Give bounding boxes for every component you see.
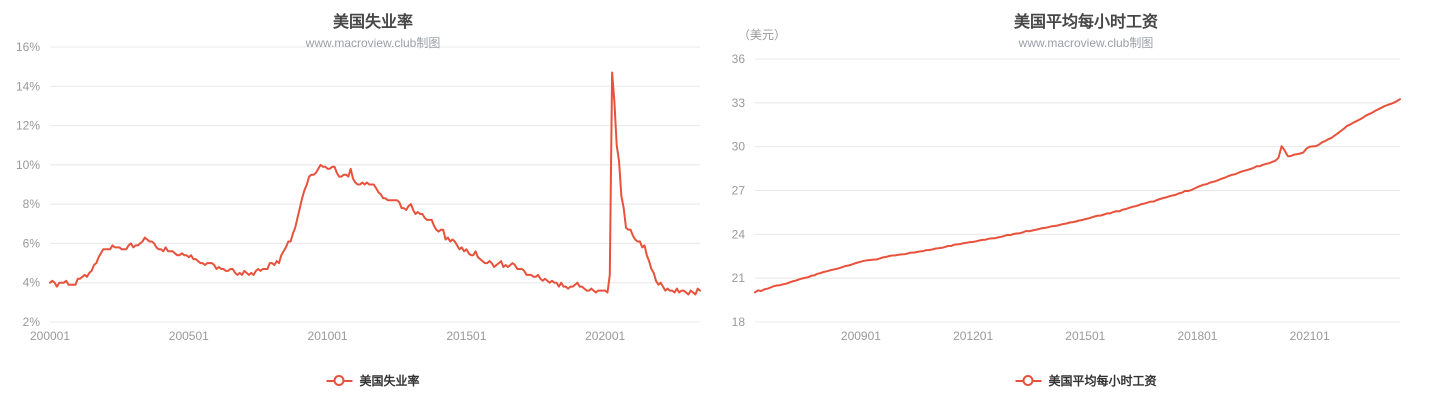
y-axis-tick-label: 10% xyxy=(16,158,40,172)
y-axis-tick-label: 30 xyxy=(732,140,746,154)
y-axis-tick-label: 6% xyxy=(23,236,41,250)
legend-line-marker xyxy=(326,375,353,386)
x-axis-tick-label: 201501 xyxy=(1065,329,1105,343)
legend-ring-icon xyxy=(1022,375,1034,386)
legend-label: 美国失业率 xyxy=(359,374,420,388)
y-axis-tick-label: 33 xyxy=(732,96,746,110)
x-axis-tick-label: 200501 xyxy=(169,329,209,343)
chart-title: 美国失业率 xyxy=(332,14,414,31)
legend-ring-icon xyxy=(333,375,345,386)
y-axis-tick-label: 12% xyxy=(16,119,40,133)
x-axis-tick-label: 201001 xyxy=(308,329,348,343)
y-axis-tick-label: 24 xyxy=(732,227,746,241)
chart-subtitle: www.macroview.club制图 xyxy=(305,36,441,50)
y-axis-tick-label: 27 xyxy=(732,184,746,198)
hourly-wage-plot-area[interactable]: 18 21 24 27 30 33 36 200901 201201 201501 201801 20… xyxy=(724,0,1448,404)
hourly-wage-chart: 18 21 24 27 30 33 36 200901 201201 201501 201801 20… xyxy=(724,0,1448,404)
legend-label: 美国平均每小时工资 xyxy=(1048,374,1157,388)
x-axis-tick-label: 202001 xyxy=(585,329,625,343)
chart-title: 美国平均每小时工资 xyxy=(1013,14,1159,31)
y-axis-tick-label: 4% xyxy=(23,276,41,290)
x-axis-tick-label: 202101 xyxy=(1290,329,1330,343)
series-line xyxy=(49,71,701,296)
y-axis-tick-label: 18 xyxy=(732,315,746,329)
y-axis-tick-label: 16% xyxy=(16,40,40,54)
chart-subtitle: www.macroview.club制图 xyxy=(1018,36,1154,50)
legend-line-marker xyxy=(1015,375,1042,386)
y-axis-tick-label: 21 xyxy=(732,271,746,285)
x-axis-tick-label: 200001 xyxy=(30,329,70,343)
y-axis-tick-label: 14% xyxy=(16,79,40,93)
unemployment-rate-plot-area[interactable]: 2% 4% 6% 8% 10% 12% 14% 16% 200001 200501 201001 20… xyxy=(0,0,724,404)
y-axis-unit-label: （美元） xyxy=(738,28,787,42)
unemployment-rate-chart: 2% 4% 6% 8% 10% 12% 14% 16% 200001 200501 201001 20… xyxy=(0,0,724,404)
legend-item-unemployment-rate[interactable]: 美国失业率 xyxy=(326,372,420,389)
y-axis-tick-label: 2% xyxy=(23,315,41,329)
legend-item-hourly-wage[interactable]: 美国平均每小时工资 xyxy=(1015,372,1157,389)
x-axis-tick-label: 201801 xyxy=(1177,329,1217,343)
x-axis-tick-label: 201201 xyxy=(953,329,993,343)
y-axis-tick-label: 36 xyxy=(732,52,746,66)
x-axis-tick-label: 201501 xyxy=(446,329,486,343)
series-line xyxy=(754,98,1401,294)
y-axis-tick-label: 8% xyxy=(23,197,41,211)
x-axis-tick-label: 200901 xyxy=(841,329,881,343)
